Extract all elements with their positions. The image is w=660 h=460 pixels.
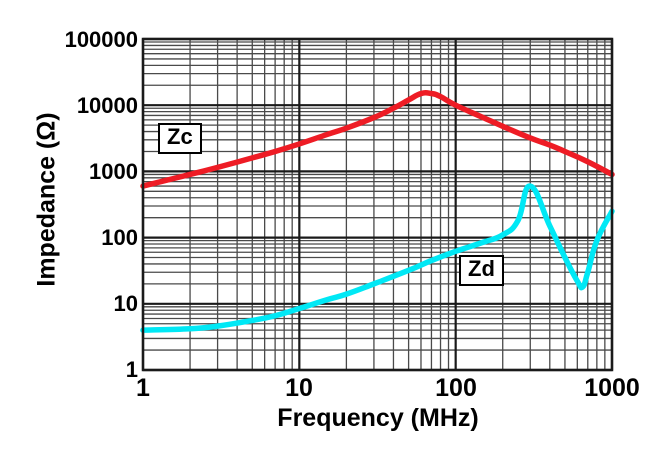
- x-tick-10: 10: [285, 374, 313, 402]
- series-line-zd: [140, 183, 615, 333]
- series-label-zc: Zc: [158, 123, 202, 154]
- x-tick-1000: 1000: [584, 374, 640, 402]
- y-tick-10: 10: [113, 291, 138, 316]
- series-line-zc: [140, 89, 615, 189]
- y-tick-10000: 10000: [76, 93, 138, 118]
- data-series: [140, 89, 615, 333]
- y-tick-1: 1: [125, 357, 138, 382]
- x-tick-100: 100: [435, 374, 477, 402]
- y-tick-1000: 1000: [89, 159, 138, 184]
- y-tick-100000: 100000: [64, 27, 138, 52]
- x-axis-label: Frequency (MHz): [277, 404, 479, 432]
- plot-border: [141, 37, 614, 372]
- x-tick-1: 1: [136, 374, 150, 402]
- y-axis-ticks: 100000 10000 1000 100 10 1: [20, 0, 138, 460]
- series-label-zd: Zd: [459, 255, 504, 286]
- minor-gridlines: [143, 39, 612, 370]
- y-tick-100: 100: [101, 225, 138, 250]
